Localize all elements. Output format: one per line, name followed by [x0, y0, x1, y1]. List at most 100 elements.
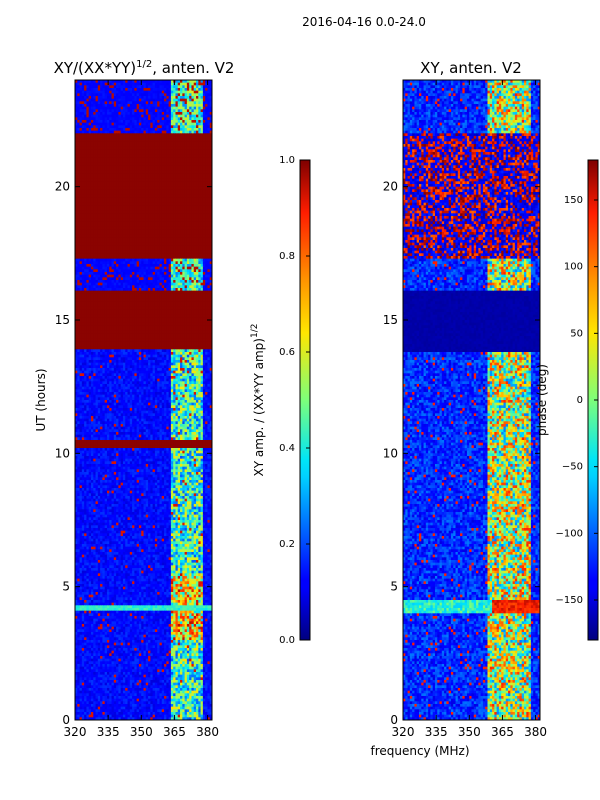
amplitude-heatmap-cell: [143, 125, 147, 129]
amplitude-heatmap-cell: [106, 109, 110, 113]
amplitude-heatmap-cell: [209, 112, 212, 116]
amplitude-heatmap-cell: [161, 90, 165, 94]
amplitude-heatmap-cell: [143, 104, 147, 108]
amplitude-heatmap-cell: [129, 114, 133, 118]
amplitude-heatmap-cell: [100, 104, 103, 108]
amplitude-heatmap-cell: [120, 104, 124, 108]
amplitude-heatmap-cell: [175, 120, 179, 124]
amplitude-heatmap-cell: [152, 80, 156, 84]
amplitude-heatmap-cell: [150, 114, 154, 118]
amplitude-heatmap-cell: [77, 82, 81, 86]
amplitude-heatmap-cell: [120, 125, 124, 129]
amplitude-heatmap-cell: [97, 101, 101, 105]
amplitude-heatmap-cell: [196, 106, 199, 110]
amplitude-heatmap-cell: [138, 96, 142, 100]
amplitude-heatmap-cell: [170, 80, 174, 84]
amplitude-heatmap-cell: [122, 98, 126, 102]
amplitude-heatmap-cell: [177, 96, 181, 100]
amplitude-heatmap-cell: [79, 122, 83, 126]
amplitude-heatmap-cell: [125, 96, 129, 100]
amplitude-heatmap-cell: [120, 88, 124, 92]
amplitude-heatmap-cell: [207, 114, 211, 118]
amplitude-heatmap-cell: [93, 117, 97, 121]
amplitude-heatmap-cell: [100, 114, 103, 118]
amplitude-heatmap-cell: [102, 85, 106, 89]
amplitude-heatmap-cell: [127, 122, 131, 126]
amplitude-heatmap-cell: [97, 128, 101, 132]
amplitude-heatmap-cell: [77, 117, 81, 121]
amplitude-heatmap-cell: [90, 101, 94, 105]
amplitude-heatmap-cell: [113, 125, 117, 129]
amplitude-heatmap-cell: [202, 96, 206, 100]
amplitude-heatmap-cell: [77, 104, 81, 108]
amplitude-heatmap-cell: [102, 88, 106, 92]
amplitude-heatmap-cell: [207, 122, 211, 126]
amplitude-heatmap-cell: [127, 98, 131, 102]
amplitude-heatmap-cell: [93, 98, 97, 102]
amplitude-heatmap-cell: [143, 106, 147, 110]
amplitude-heatmap-cell: [170, 96, 174, 100]
amplitude-heatmap-cell: [184, 104, 188, 108]
amplitude-heatmap-cell: [88, 117, 92, 121]
amplitude-heatmap-cell: [84, 112, 88, 116]
amplitude-heatmap-cell: [132, 101, 135, 105]
amplitude-heatmap-cell: [196, 90, 199, 94]
amplitude-heatmap-cell: [134, 80, 138, 84]
amplitude-heatmap-cell: [111, 128, 115, 132]
amplitude-heatmap-cell: [145, 120, 149, 124]
amplitude-heatmap-cell: [138, 93, 142, 97]
amplitude-heatmap-cell: [81, 114, 85, 118]
amplitude-heatmap-cell: [148, 98, 151, 102]
amplitude-heatmap-cell: [191, 117, 195, 121]
amplitude-heatmap-cell: [75, 93, 78, 97]
amplitude-heatmap-cell: [129, 112, 133, 116]
amplitude-heatmap-cell: [166, 93, 170, 97]
amplitude-heatmap-cell: [168, 82, 172, 86]
amplitude-heatmap-cell: [102, 80, 106, 84]
amplitude-heatmap-cell: [189, 117, 193, 121]
amplitude-heatmap-cell: [75, 96, 78, 100]
amplitude-heatmap-cell: [152, 122, 156, 126]
amplitude-heatmap-cell: [202, 88, 206, 92]
amplitude-heatmap-cell: [180, 117, 183, 121]
amplitude-heatmap-cell: [86, 112, 90, 116]
amplitude-heatmap-cell: [207, 85, 211, 89]
amplitude-heatmap-cell: [170, 112, 174, 116]
amplitude-heatmap-cell: [189, 90, 193, 94]
amplitude-heatmap-cell: [202, 93, 206, 97]
amplitude-heatmap-cell: [205, 122, 209, 126]
amplitude-heatmap-cell: [106, 88, 110, 92]
amplitude-heatmap-cell: [202, 90, 206, 94]
amplitude-heatmap-cell: [100, 93, 103, 97]
amplitude-heatmap-cell: [152, 120, 156, 124]
amplitude-heatmap-cell: [88, 122, 92, 126]
amplitude-heatmap-cell: [186, 112, 190, 116]
amplitude-heatmap-cell: [120, 98, 124, 102]
amplitude-heatmap-cell: [88, 112, 92, 116]
amplitude-heatmap-cell: [152, 101, 156, 105]
amplitude-heatmap-cell: [154, 122, 158, 126]
amplitude-heatmap-cell: [86, 93, 90, 97]
amplitude-heatmap-cell: [79, 98, 83, 102]
amplitude-heatmap-cell: [134, 120, 138, 124]
amplitude-heatmap-cell: [102, 114, 106, 118]
amplitude-heatmap-cell: [143, 90, 147, 94]
amplitude-heatmap-cell: [95, 93, 99, 97]
amplitude-heatmap-cell: [161, 122, 165, 126]
amplitude-heatmap-cell: [173, 117, 177, 121]
amplitude-heatmap-cell: [159, 90, 163, 94]
amplitude-heatmap-cell: [189, 80, 193, 84]
amplitude-heatmap-cell: [106, 106, 110, 110]
amplitude-heatmap-cell: [166, 120, 170, 124]
amplitude-heatmap-cell: [148, 125, 151, 129]
amplitude-heatmap-cell: [168, 85, 172, 89]
amplitude-heatmap-cell: [186, 85, 190, 89]
amplitude-heatmap-cell: [177, 120, 181, 124]
amplitude-heatmap-cell: [122, 90, 126, 94]
amplitude-heatmap-cell: [152, 82, 156, 86]
amplitude-heatmap-cell: [125, 106, 129, 110]
amplitude-heatmap-cell: [182, 117, 186, 121]
amplitude-heatmap-cell: [182, 114, 186, 118]
amplitude-heatmap-cell: [138, 122, 142, 126]
amplitude-heatmap-cell: [189, 106, 193, 110]
